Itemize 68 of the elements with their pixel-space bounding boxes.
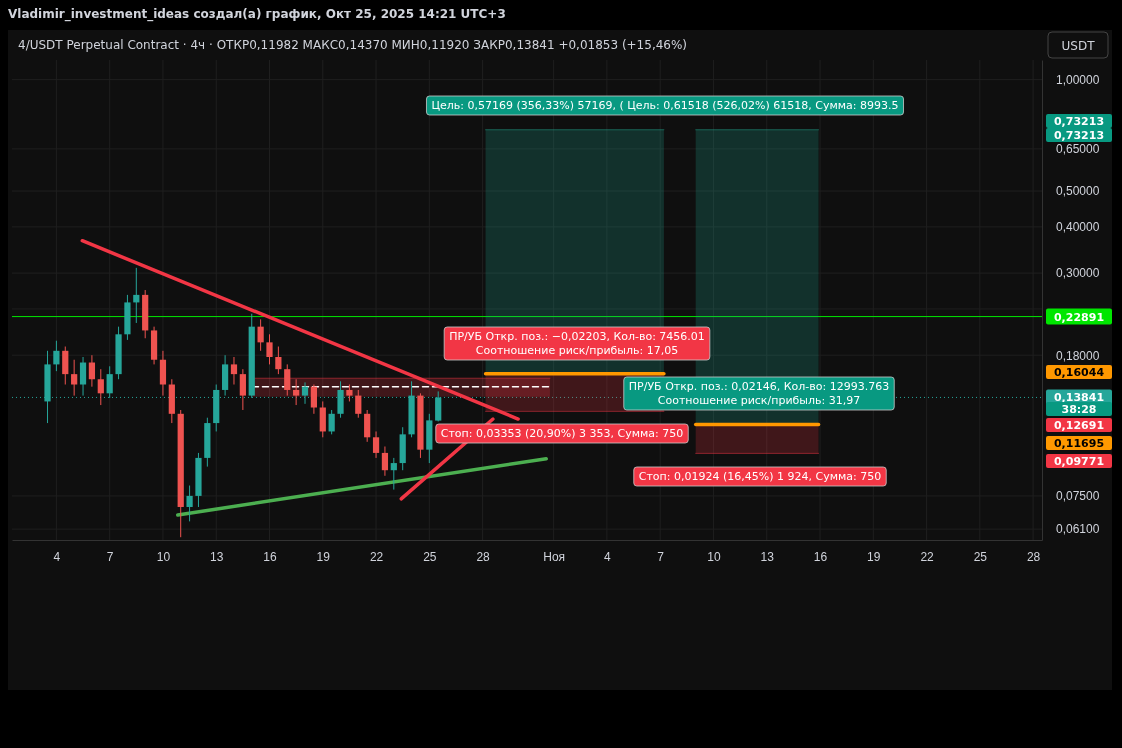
annotation: Стоп: 0,01924 (16,45%) 1 924, Сумма: 750 <box>638 470 882 483</box>
candlestick <box>364 409 371 443</box>
y-tick-label: 0,65000 <box>1056 142 1100 157</box>
candlestick <box>355 389 362 419</box>
annotation: Цель: 0,57169 (356,33%) 57169, ( Цель: 0,61518 (526,02%) 61518, Сумма: 8993.5 <box>431 99 899 112</box>
candlestick <box>79 356 87 397</box>
x-tick-label: 16 <box>813 549 828 564</box>
chart-title: 4/USDT Perpetual Contract · 4ч · ОТКР0,11982 МАКС0,14370 МИН0,11920 ЗАКР0,13841 +0,01853 (+15,46%) <box>18 38 688 52</box>
text: USDT <box>1061 39 1096 53</box>
text: 0,12691 <box>1053 419 1105 432</box>
candlestick <box>275 346 282 375</box>
candlestick <box>435 390 442 422</box>
x-tick-label: 4 <box>53 549 61 564</box>
x-tick-label: 19 <box>867 549 881 564</box>
x-tick-label: 28 <box>1026 549 1041 564</box>
candlestick <box>328 409 335 435</box>
candlestick <box>381 445 389 477</box>
y-tick-label: 0,30000 <box>1056 266 1100 281</box>
x-tick-label: 10 <box>707 549 721 564</box>
ref-line-label: 0,22891 <box>1053 310 1105 324</box>
candlestick <box>230 356 238 386</box>
y-tick-label: 0,50000 <box>1056 184 1100 199</box>
candlestick <box>97 368 104 406</box>
text: 0,09771 <box>1053 455 1105 468</box>
candlestick <box>257 318 264 352</box>
candlestick <box>301 381 309 405</box>
y-tick-label: 0,18000 <box>1056 348 1100 363</box>
y-tick-label: 0,40000 <box>1056 220 1100 235</box>
x-tick-label: 22 <box>920 549 935 564</box>
candlestick <box>310 384 317 415</box>
chart-subtitle: Vladimir_investment_ideas создал(а) график, Окт 25, 2025 14:21 UTC+3 <box>8 7 506 22</box>
candlestick <box>284 363 291 397</box>
x-tick-label: 16 <box>263 549 277 564</box>
annotation: ПР/УБ Откр. поз.: 0,02146, Кол-во: 12993.763 Соотношение риск/прибыль: 31,97 <box>628 380 890 407</box>
annotation: ПР/УБ Откр. поз.: −0,02203, Кол-во: 7456.01 Соотношение риск/прибыль: 17,05 <box>449 330 705 357</box>
x-tick-label: 19 <box>316 549 331 564</box>
candlestick <box>186 485 193 522</box>
candlestick <box>390 457 397 491</box>
x-tick-label: 28 <box>476 549 491 564</box>
text: 0,16044 <box>1053 366 1105 379</box>
x-tick-label: 13 <box>210 549 224 564</box>
candlestick <box>266 333 273 365</box>
candlestick <box>88 354 96 388</box>
ref-line-label: 0,13841 <box>1053 391 1105 405</box>
y-tick-label: 0,07500 <box>1056 489 1100 504</box>
text: 0,73213 <box>1053 129 1105 142</box>
candlestick <box>372 430 380 459</box>
candlestick <box>319 400 326 438</box>
candlestick <box>239 368 246 411</box>
y-tick-label: 1,00000 <box>1056 72 1100 87</box>
x-tick-label: 25 <box>973 549 988 564</box>
y-tick-label: 0,06100 <box>1056 522 1100 537</box>
candlestick <box>53 340 60 372</box>
candlestick <box>71 359 78 397</box>
annotation: Стоп: 0,03353 (20,90%) 3 353, Сумма: 750 <box>440 427 684 440</box>
x-tick-label: 4 <box>604 549 612 564</box>
x-tick-label: 7 <box>657 549 665 564</box>
x-tick-label: 10 <box>156 549 171 564</box>
text: 0,73213 <box>1053 115 1105 128</box>
x-tick-label: Ноя <box>543 549 566 564</box>
x-tick-label: 22 <box>369 549 384 564</box>
candlestick <box>62 346 69 386</box>
candlestick <box>293 378 300 406</box>
text: 38:28 <box>1061 403 1097 416</box>
text: 0,11695 <box>1053 437 1105 450</box>
x-tick-label: 13 <box>760 549 775 564</box>
x-tick-label: 7 <box>106 549 114 564</box>
x-tick-label: 25 <box>423 549 437 564</box>
